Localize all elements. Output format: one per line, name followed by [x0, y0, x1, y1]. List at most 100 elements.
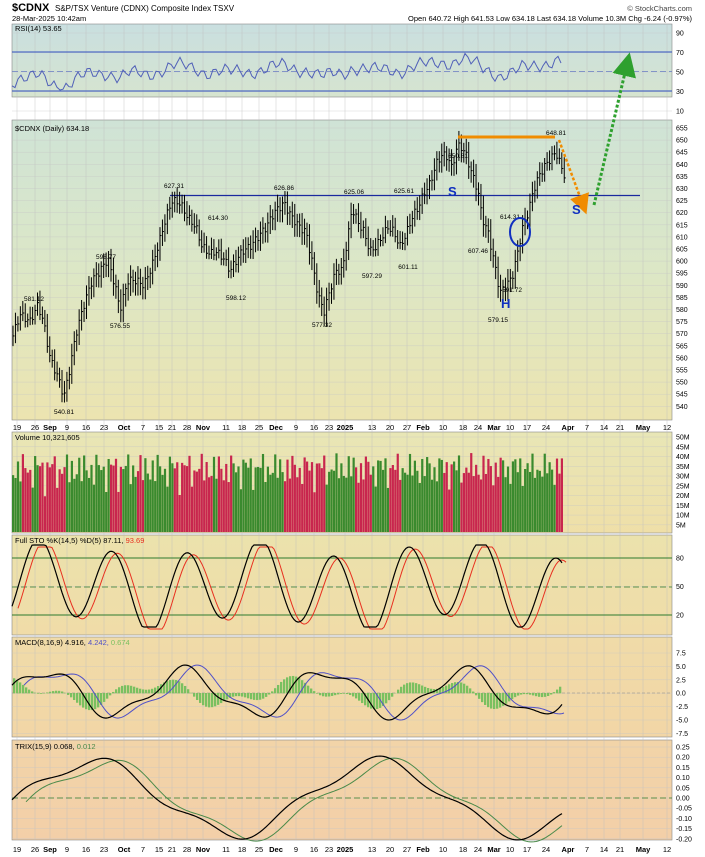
macd-hist-bar	[136, 687, 139, 694]
macd-hist-bar	[82, 693, 85, 708]
price-tick: 540	[676, 404, 688, 411]
volume-bar	[271, 472, 274, 532]
x-tick-label: Nov	[196, 845, 211, 854]
volume-bar	[129, 484, 132, 532]
macd-hist-bar	[442, 687, 445, 694]
volume-bar	[21, 454, 24, 532]
volume-bar	[36, 465, 39, 532]
volume-bar	[124, 465, 127, 532]
volume-bar	[281, 472, 284, 532]
macd-tick: 2.5	[676, 677, 686, 684]
volume-bar	[475, 464, 478, 532]
volume-bar	[426, 457, 429, 532]
quote-line: Open 640.72 High 641.53 Low 634.18 Last …	[408, 14, 692, 23]
macd-hist-bar	[196, 693, 199, 701]
volume-bar	[261, 453, 265, 532]
volume-bar	[136, 471, 140, 532]
volume-bar	[391, 465, 394, 532]
price-label: 579.15	[488, 317, 508, 324]
volume-bar	[102, 466, 105, 532]
x-tick-label: Mar	[487, 845, 500, 854]
x-tick-label: 18	[459, 423, 467, 432]
macd-hist-bar	[244, 693, 247, 698]
volume-bar	[100, 470, 103, 532]
volume-bar	[479, 479, 483, 532]
rsi-line	[11, 52, 562, 91]
macd-hist-bar	[550, 693, 553, 695]
macd-hist-bar	[307, 685, 310, 694]
macd-hist-bar	[490, 693, 493, 709]
x-tick-label: Sep	[43, 423, 57, 432]
macd-hist-bar	[223, 693, 226, 702]
volume-bar	[141, 480, 145, 532]
macd-hist-bar	[355, 693, 358, 699]
volume-bar	[87, 477, 91, 532]
volume-bar	[146, 473, 149, 532]
shoulder-marker-left: S	[448, 184, 457, 199]
volume-bar	[470, 453, 473, 532]
x-tick-label: 16	[82, 423, 90, 432]
green-up-arrow	[592, 52, 636, 206]
macd-hist-value: 0.674	[111, 638, 130, 647]
volume-bar	[183, 465, 186, 532]
x-tick-label: Mar	[487, 423, 500, 432]
macd-hist-bar	[34, 692, 37, 694]
volume-bar	[308, 470, 311, 532]
x-tick-label: 14	[600, 845, 608, 854]
trix-signal-value: 0.012	[77, 742, 96, 751]
volume-bar	[200, 453, 203, 532]
volume-bar	[225, 463, 228, 532]
volume-bar	[161, 474, 164, 532]
volume-bar	[418, 482, 421, 532]
macd-hist-bar	[511, 693, 514, 700]
volume-bar	[347, 456, 350, 532]
volume-bar	[217, 456, 220, 532]
macd-hist-bar	[295, 676, 298, 694]
macd-hist-bar	[226, 693, 229, 700]
volume-bar	[119, 466, 122, 532]
x-tick-label: Feb	[416, 423, 430, 432]
macd-hist-bar	[259, 693, 262, 700]
x-tick-label: 11	[222, 845, 230, 854]
macd-tick: 7.5	[676, 651, 686, 658]
macd-hist-bar	[205, 693, 208, 707]
volume-bar	[48, 467, 51, 532]
volume-bar	[558, 473, 561, 532]
macd-hist-bar	[76, 693, 79, 703]
trix-tick: -0.20	[676, 836, 692, 843]
x-tick-label: 7	[585, 423, 589, 432]
price-label: 648.81	[546, 130, 566, 137]
x-tick-label: May	[636, 423, 651, 432]
macd-hist-bar	[202, 693, 205, 706]
macd-hist-bar	[310, 688, 313, 694]
volume-bar	[95, 454, 98, 532]
macd-hist-bar	[73, 693, 76, 700]
macd-hist-bar	[154, 687, 157, 694]
volume-bar	[453, 461, 456, 532]
volume-bar	[504, 477, 507, 532]
x-tick-label: 13	[368, 423, 376, 432]
macd-hist-bar	[250, 693, 253, 700]
price-tick: 585	[676, 295, 688, 302]
volume-bar	[264, 482, 267, 532]
chart-credit: © StockCharts.com	[627, 4, 692, 13]
volume-bar	[369, 474, 372, 532]
macd-hist-bar	[58, 690, 61, 694]
macd-hist-bar	[448, 684, 451, 694]
volume-bar	[188, 455, 191, 532]
volume-bar	[234, 472, 238, 532]
x-tick-label: 25	[255, 423, 263, 432]
macd-hist-bar	[121, 685, 124, 694]
trix-tick: 0.25	[676, 745, 690, 752]
x-tick-label: 20	[386, 845, 394, 854]
price-label: 581.12	[24, 296, 44, 303]
volume-bar	[151, 460, 154, 532]
volume-bar	[112, 465, 115, 532]
volume-bar	[374, 486, 377, 532]
volume-bar	[413, 460, 416, 532]
volume-label: Volume 10,321,605	[15, 433, 80, 442]
macd-hist-bar	[424, 686, 427, 694]
volume-bar	[230, 455, 233, 532]
trix-tick: 0.00	[676, 796, 690, 803]
macd-hist-bar	[481, 693, 484, 703]
